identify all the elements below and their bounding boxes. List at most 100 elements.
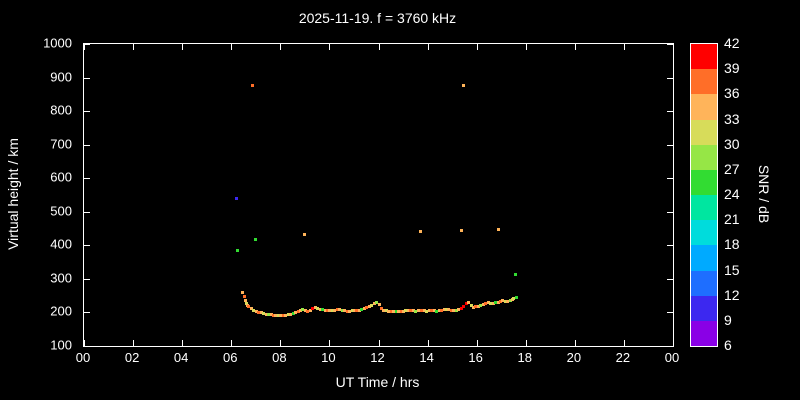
data-point	[301, 308, 305, 312]
y-tick-mark	[667, 44, 673, 45]
x-tick-mark	[574, 340, 576, 346]
colorbar-tick-label: 33	[724, 110, 740, 127]
x-tick-label: 16	[468, 350, 483, 365]
data-point	[330, 308, 334, 312]
colorbar-ticks: 6 9 12 15 18 21 24 27 30 33 36 39 42	[724, 35, 758, 353]
x-tick-mark	[673, 44, 674, 50]
data-point	[389, 309, 393, 313]
data-point	[303, 309, 307, 313]
data-point	[242, 295, 246, 299]
x-tick-label: 20	[566, 350, 582, 365]
data-point	[457, 308, 461, 312]
colorbar-tick-label: 36	[724, 85, 740, 102]
data-point	[291, 312, 295, 316]
data-point	[267, 313, 271, 317]
x-tick-mark	[329, 340, 331, 346]
y-tick-mark	[667, 211, 673, 213]
colorbar-tick-label: 15	[724, 261, 740, 278]
data-point	[467, 300, 471, 304]
x-tick-mark	[378, 340, 380, 346]
colorbar-segment	[691, 320, 717, 347]
y-tick-mark	[667, 77, 673, 79]
data-point	[247, 305, 251, 309]
colorbar-tick-label: 42	[724, 35, 740, 51]
y-tick-label: 700	[50, 136, 72, 152]
data-point	[498, 300, 502, 304]
data-point	[432, 309, 436, 313]
x-tick-mark	[378, 44, 380, 50]
y-tick-mark	[84, 178, 90, 180]
x-tick-mark	[133, 340, 135, 346]
y-tick-label: 100	[50, 337, 72, 353]
data-point	[462, 83, 466, 87]
data-point	[387, 309, 391, 313]
data-point	[343, 309, 347, 313]
colorbar-tick-label: 30	[724, 135, 740, 152]
x-tick-label: 02	[124, 350, 140, 365]
data-point	[449, 308, 453, 312]
y-tick-mark	[84, 111, 90, 113]
x-tick-mark	[623, 340, 625, 346]
data-point	[253, 237, 257, 241]
x-tick-mark	[476, 340, 478, 346]
data-point	[484, 302, 488, 306]
data-point	[252, 308, 256, 312]
data-point	[399, 309, 403, 313]
colorbar-segment	[691, 295, 717, 321]
data-point	[316, 307, 320, 311]
data-point	[264, 312, 268, 316]
data-point	[476, 304, 480, 308]
x-tick-label: 00	[664, 350, 680, 365]
x-tick-label: 14	[419, 350, 434, 365]
data-point	[362, 307, 366, 311]
data-point	[513, 272, 517, 276]
y-tick-mark	[84, 278, 90, 280]
data-point	[444, 307, 448, 311]
data-point	[447, 308, 451, 312]
data-point	[379, 306, 383, 310]
data-point	[479, 303, 483, 307]
colorbar-segment	[691, 69, 717, 95]
data-point	[241, 290, 245, 294]
x-tick-mark	[427, 44, 429, 50]
colorbar-segment	[691, 94, 717, 120]
y-tick-mark	[84, 312, 90, 314]
data-point	[360, 308, 364, 312]
colorbar-segment	[691, 119, 717, 145]
data-point	[234, 197, 238, 201]
data-point	[355, 309, 359, 313]
y-tick-label: 800	[50, 102, 72, 118]
y-tick-mark	[667, 245, 673, 247]
data-point	[296, 310, 300, 314]
data-point	[481, 302, 485, 306]
y-tick-mark	[667, 278, 673, 280]
x-tick-label: 12	[370, 350, 385, 365]
y-tick-label: 300	[50, 270, 72, 286]
data-point	[435, 309, 439, 313]
data-point	[335, 308, 339, 312]
x-tick-labels: 00 02 04 06 08 10 12 14 16 18 20 22 00	[76, 348, 679, 366]
data-point	[411, 309, 415, 313]
colorbar-tick-label: 18	[724, 236, 740, 253]
data-point	[289, 312, 293, 316]
data-point	[503, 300, 507, 304]
plot-area	[83, 43, 674, 347]
x-tick-mark	[133, 44, 135, 50]
data-point	[440, 309, 444, 313]
data-point	[416, 309, 420, 313]
data-point	[452, 309, 456, 313]
x-tick-mark	[84, 44, 85, 50]
data-point	[306, 310, 310, 314]
y-tick-mark	[84, 346, 90, 347]
y-tick-mark	[667, 111, 673, 113]
x-tick-mark	[231, 340, 233, 346]
colorbar-segment	[691, 195, 717, 221]
x-tick-label: 10	[321, 350, 336, 365]
data-point	[491, 302, 495, 306]
data-point	[318, 308, 322, 312]
x-tick-label: 00	[75, 350, 91, 365]
data-point	[294, 311, 298, 315]
data-point	[422, 309, 426, 313]
data-point	[414, 309, 418, 313]
data-point	[404, 309, 408, 313]
